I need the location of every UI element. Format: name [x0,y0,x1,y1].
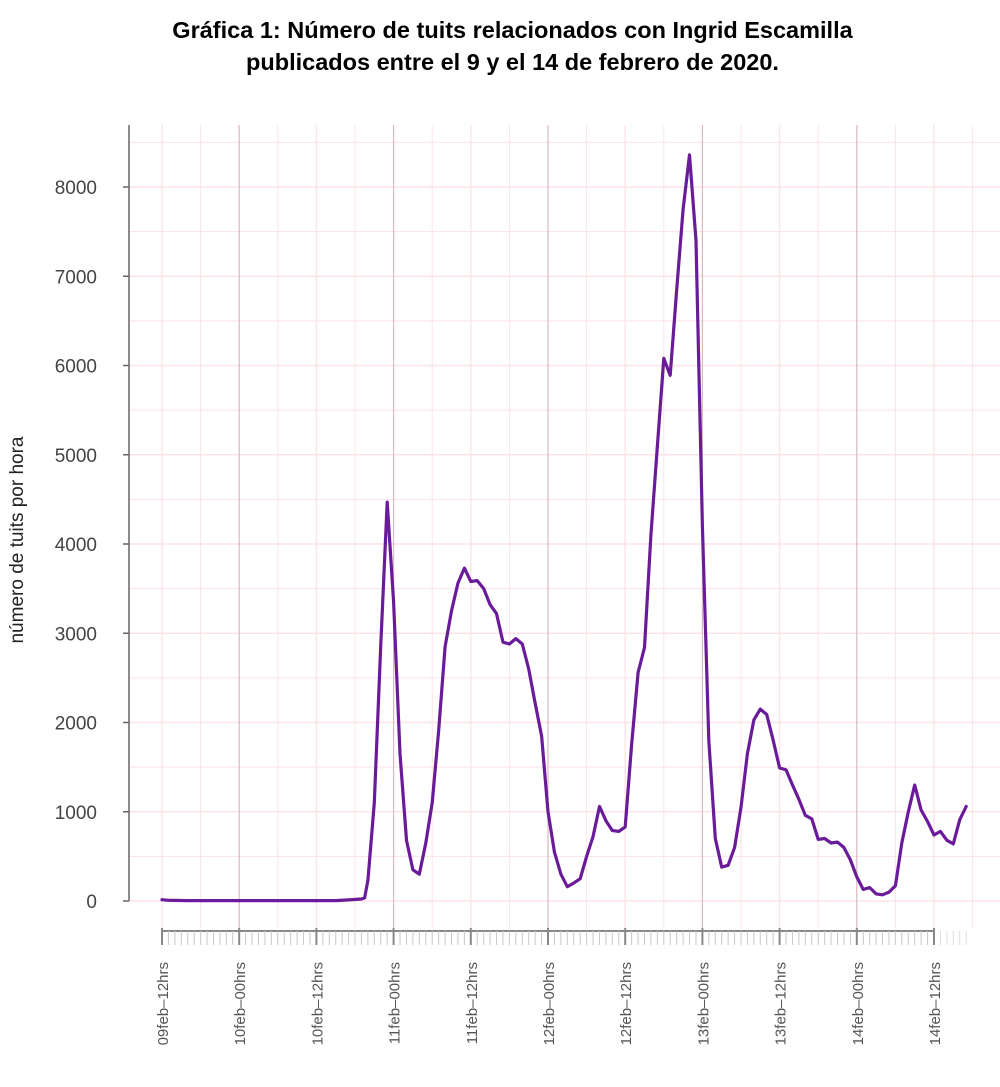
x-tick-label: 12feb–00hrs [541,962,558,1045]
chart-title: Gráfica 1: Número de tuits relacionados … [0,14,1000,78]
y-tick-label: 1000 [55,803,97,824]
x-tick-label: 11feb–12hrs [464,962,481,1044]
y-tick-label: 0 [86,892,97,913]
y-tick-label: 6000 [55,357,97,378]
y-tick-label: 8000 [55,178,97,199]
series-line [160,153,968,903]
x-tick-label: 09feb–12hrs [155,962,172,1045]
y-axis-label: número de tuits por hora [7,436,28,644]
x-tick-label: 10feb–00hrs [232,962,249,1045]
x-tick-label: 12feb–12hrs [618,962,635,1045]
y-tick-label: 4000 [55,535,97,556]
x-tick-label: 14feb–12hrs [927,962,944,1045]
x-tick-label: 14feb–00hrs [850,962,867,1045]
x-tick-label: 10feb–12hrs [309,962,326,1045]
y-tick-label: 5000 [55,446,97,467]
y-tick-label: 7000 [55,267,97,288]
chart-title-line1: Gráfica 1: Número de tuits relacionados … [172,17,853,43]
x-tick-label: 13feb–12hrs [773,962,790,1045]
y-tick-label: 2000 [55,714,97,735]
y-tick-label: 3000 [55,624,97,645]
x-tick-label: 13feb–00hrs [695,962,712,1045]
x-tick-label: 11feb–00hrs [387,962,404,1044]
chart-title-line2: publicados entre el 9 y el 14 de febrero… [246,49,779,75]
